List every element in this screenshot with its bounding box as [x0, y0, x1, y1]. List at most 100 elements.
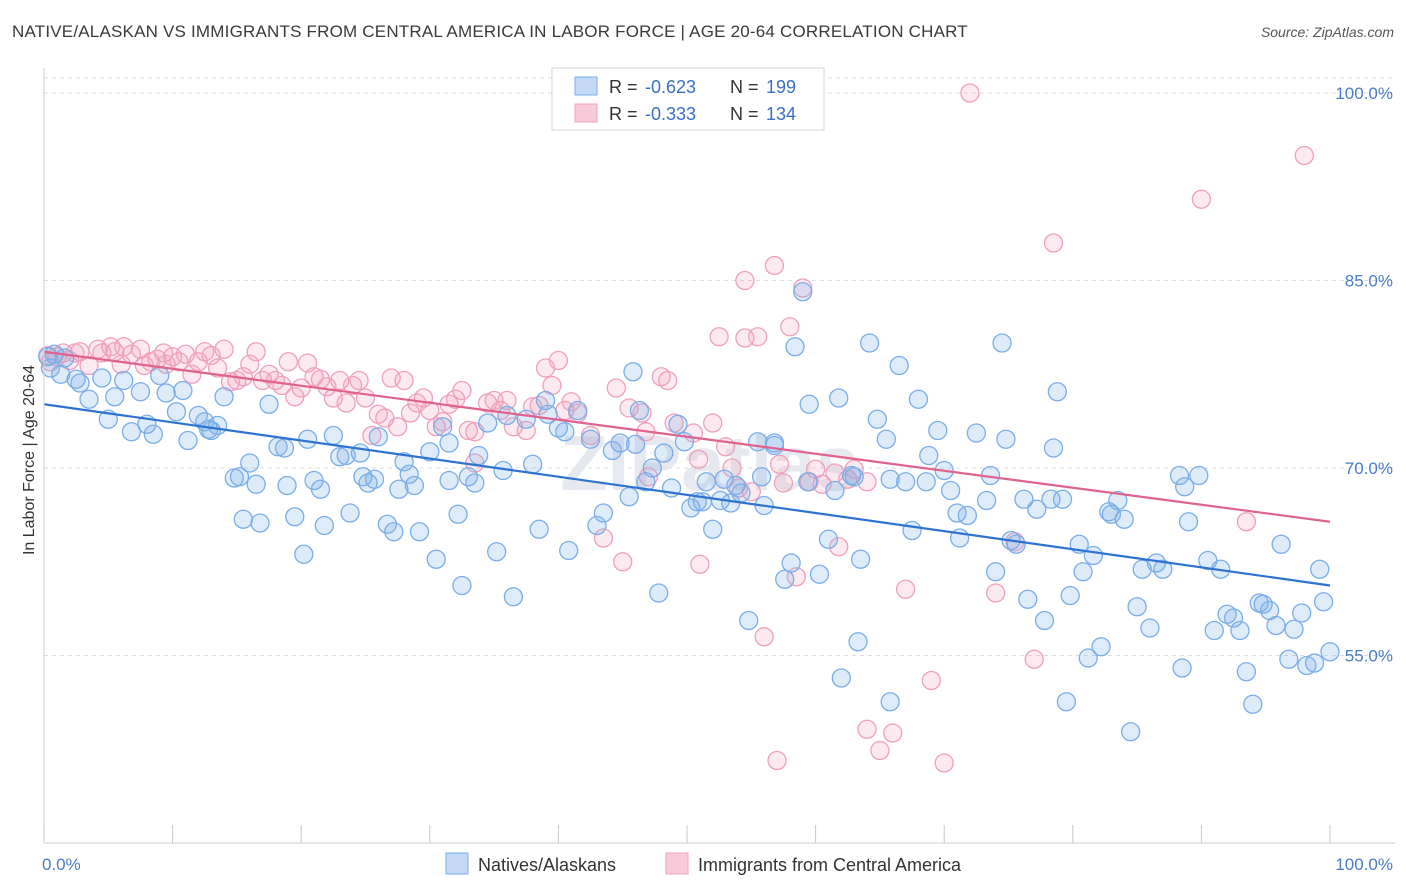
- point-series0-84: [587, 515, 607, 536]
- point-series1-93: [658, 370, 678, 391]
- legend-r-value-2: -0.333: [645, 104, 696, 124]
- point-series0-160: [1043, 438, 1064, 458]
- legend-r-value-1: -0.623: [645, 77, 696, 97]
- point-series1-29: [214, 339, 234, 359]
- point-series0-41: [310, 479, 331, 499]
- point-series0-156: [1018, 589, 1038, 609]
- point-series1-7: [79, 355, 99, 376]
- point-series0-175: [1127, 597, 1147, 617]
- point-series0-151: [992, 333, 1012, 353]
- point-series0-7: [79, 389, 99, 409]
- legend-r-label-1: R =: [609, 77, 638, 97]
- trend-lines: [43, 350, 1331, 587]
- point-series0-116: [781, 553, 801, 573]
- point-series1-96: [688, 449, 709, 469]
- point-series1-15: [130, 339, 151, 359]
- point-series0-63: [439, 470, 459, 491]
- point-series0-52: [377, 514, 398, 534]
- point-series0-191: [1236, 662, 1257, 682]
- point-series0-183: [1172, 658, 1192, 678]
- point-series0-16: [150, 365, 170, 386]
- point-series0-181: [1175, 477, 1195, 497]
- point-series0-115: [775, 569, 795, 589]
- point-series0-90: [629, 400, 650, 421]
- point-series0-169: [1091, 637, 1111, 657]
- legend-r-label-2: R =: [609, 104, 638, 124]
- point-series0-130: [859, 333, 880, 353]
- point-series0-143: [940, 480, 961, 501]
- point-series0-6: [70, 373, 90, 393]
- point-series1-132: [1043, 233, 1064, 253]
- point-series0-30: [240, 453, 260, 473]
- point-series0-189: [1223, 608, 1244, 628]
- point-series0-85: [593, 503, 614, 523]
- point-series0-38: [294, 544, 314, 564]
- y-axis-label: In Labor Force | Age 20-64: [21, 365, 38, 555]
- point-series0-203: [1310, 559, 1330, 579]
- point-series0-158: [1034, 610, 1055, 631]
- point-series1-52: [362, 425, 382, 446]
- point-series0-58: [409, 522, 430, 542]
- point-series0-184: [1189, 465, 1209, 486]
- point-series1-133: [1236, 512, 1257, 532]
- bottom-legend-natives: Natives/Alaskans: [478, 855, 616, 875]
- point-series0-200: [1292, 603, 1312, 623]
- point-series1-135: [1191, 189, 1212, 209]
- point-series0-164: [1060, 585, 1080, 606]
- point-series1-61: [420, 400, 440, 421]
- point-series1-86: [606, 378, 626, 398]
- point-series0-31: [250, 513, 270, 533]
- point-series0-123: [825, 480, 845, 501]
- point-series0-59: [420, 442, 440, 462]
- point-series1-98: [703, 413, 723, 433]
- point-series0-46: [340, 503, 360, 523]
- point-series1-34: [246, 342, 266, 362]
- point-series1-127: [934, 753, 954, 773]
- point-series0-122: [818, 529, 839, 549]
- point-series0-162: [1052, 489, 1073, 509]
- point-series0-10: [105, 387, 125, 407]
- point-series1-111: [780, 317, 800, 337]
- point-series0-94: [649, 583, 669, 603]
- point-series0-61: [433, 417, 453, 437]
- axes: [43, 68, 1395, 844]
- point-series0-157: [1027, 499, 1047, 519]
- point-series0-132: [876, 429, 896, 449]
- point-series1-58: [400, 403, 421, 423]
- point-series0-17: [156, 383, 176, 403]
- point-series0-19: [173, 380, 193, 401]
- point-series0-141: [928, 420, 948, 441]
- point-series0-161: [1047, 382, 1068, 402]
- point-series1-106: [748, 327, 768, 347]
- legend-n-label-2: N =: [730, 104, 759, 124]
- point-series1-124: [883, 723, 903, 743]
- point-series0-192: [1243, 694, 1263, 714]
- legend-n-value-1: 199: [766, 77, 796, 97]
- point-series0-205: [1320, 642, 1340, 662]
- point-series0-179: [1153, 559, 1173, 579]
- point-series0-11: [114, 370, 134, 391]
- point-series0-4: [54, 348, 75, 368]
- tick-labels: 55.0% 70.0% 85.0% 100.0% 0.0% 100.0%: [42, 84, 1393, 874]
- point-series0-35: [274, 438, 295, 458]
- point-series0-29: [233, 509, 253, 529]
- point-series0-28: [229, 467, 250, 487]
- point-series1-97: [690, 554, 710, 574]
- point-series0-51: [368, 427, 389, 447]
- point-series1-131: [1024, 649, 1044, 669]
- point-series0-148: [976, 490, 997, 511]
- point-series1-39: [278, 352, 298, 372]
- point-series0-139: [919, 445, 939, 466]
- point-series0-55: [394, 452, 414, 472]
- point-series0-39: [297, 429, 318, 449]
- point-series0-129: [831, 668, 851, 688]
- point-series0-25: [201, 420, 221, 441]
- point-series1-28: [207, 358, 228, 378]
- point-series0-18: [166, 402, 187, 422]
- point-series0-83: [580, 429, 601, 449]
- legend-swatch-immigrants: [574, 103, 598, 123]
- point-series0-138: [908, 389, 929, 409]
- point-series0-167: [1078, 648, 1098, 668]
- point-series1-129: [985, 583, 1006, 603]
